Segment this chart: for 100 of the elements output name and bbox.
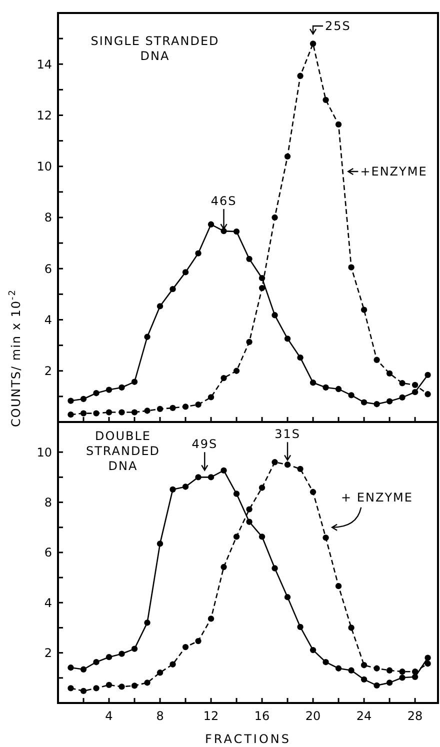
y-tick-label: 8: [44, 210, 52, 225]
point: [93, 685, 100, 692]
point: [182, 269, 189, 276]
point: [424, 654, 431, 661]
point: [272, 312, 278, 318]
point: [220, 564, 227, 570]
point: [131, 682, 138, 689]
point: [374, 401, 380, 408]
point: [258, 534, 266, 540]
point: [118, 409, 125, 416]
point: [80, 410, 87, 416]
point: [220, 467, 227, 474]
x-tick-label: 8: [156, 709, 164, 723]
point: [144, 408, 150, 414]
y-tick-label: 10: [36, 445, 52, 460]
point: [412, 389, 418, 396]
point: [348, 667, 354, 674]
point: [131, 378, 138, 385]
point: [424, 391, 431, 398]
point: [348, 264, 354, 270]
point: [310, 488, 316, 496]
point: [106, 409, 112, 416]
point: [335, 121, 342, 128]
point: [182, 644, 189, 650]
annotation: 46S: [210, 194, 237, 208]
point: [348, 624, 354, 631]
point: [170, 286, 176, 292]
point: [93, 390, 100, 396]
point: [106, 682, 112, 688]
point: [144, 334, 150, 340]
x-tick-label: 28: [407, 709, 423, 723]
point: [424, 372, 431, 378]
point: [233, 490, 240, 497]
point: [93, 410, 100, 416]
point: [68, 664, 74, 671]
point: [335, 665, 342, 672]
point: [284, 462, 291, 468]
point: [310, 40, 316, 47]
y-tick-label: 12: [36, 108, 52, 122]
point: [208, 474, 214, 480]
point: [246, 506, 252, 512]
point: [322, 659, 329, 666]
point: [360, 306, 368, 313]
point: [80, 688, 87, 694]
point: [68, 412, 74, 418]
x-tick-label: 4: [105, 709, 113, 723]
y-tick-label: 6: [44, 546, 52, 560]
point: [182, 484, 189, 490]
y-tick-label: 6: [44, 262, 52, 276]
point: [412, 668, 418, 675]
point: [322, 534, 329, 541]
point: [246, 256, 252, 262]
point: [106, 654, 112, 660]
point: [412, 382, 418, 388]
annotation: 31S: [274, 427, 300, 442]
point: [156, 303, 164, 310]
point: [386, 398, 393, 404]
point: [399, 394, 406, 401]
y-tick-label: 4: [44, 312, 52, 327]
point: [322, 96, 329, 103]
point: [156, 406, 164, 412]
point: [310, 646, 316, 654]
point: [297, 354, 304, 361]
y-tick-label: 4: [44, 596, 52, 610]
point: [118, 684, 125, 690]
point: [360, 399, 368, 406]
point: [258, 275, 266, 282]
y-tick-label: 14: [36, 57, 52, 72]
point: [233, 368, 240, 374]
annotation: SINGLE STRANDED DNA: [90, 34, 220, 63]
point: [106, 386, 112, 393]
point: [297, 72, 304, 79]
y-tick-label: 10: [36, 160, 52, 174]
point: [335, 386, 342, 392]
point: [272, 214, 278, 221]
y-tick-label: 8: [44, 495, 52, 510]
point: [360, 662, 368, 668]
point: [156, 670, 164, 676]
y-tick-label: 2: [44, 646, 52, 660]
point: [80, 666, 87, 672]
annotation: 25S: [325, 19, 351, 34]
point: [386, 667, 393, 674]
point: [284, 594, 291, 600]
point: [374, 356, 380, 363]
point: [170, 661, 176, 668]
point: [80, 396, 87, 402]
point: [386, 370, 393, 377]
point: [272, 565, 278, 572]
x-tick-label: 24: [356, 709, 372, 723]
point: [233, 228, 240, 235]
point: [131, 409, 138, 416]
x-axis-title: FRACTIONS: [204, 732, 292, 746]
point: [144, 620, 150, 626]
point: [144, 680, 150, 686]
annotation: +ENZYME: [360, 164, 428, 178]
annotation: 49S: [192, 437, 218, 452]
point: [156, 540, 164, 547]
point: [68, 398, 74, 404]
point: [399, 668, 406, 675]
y-tick-label: 2: [44, 364, 52, 378]
